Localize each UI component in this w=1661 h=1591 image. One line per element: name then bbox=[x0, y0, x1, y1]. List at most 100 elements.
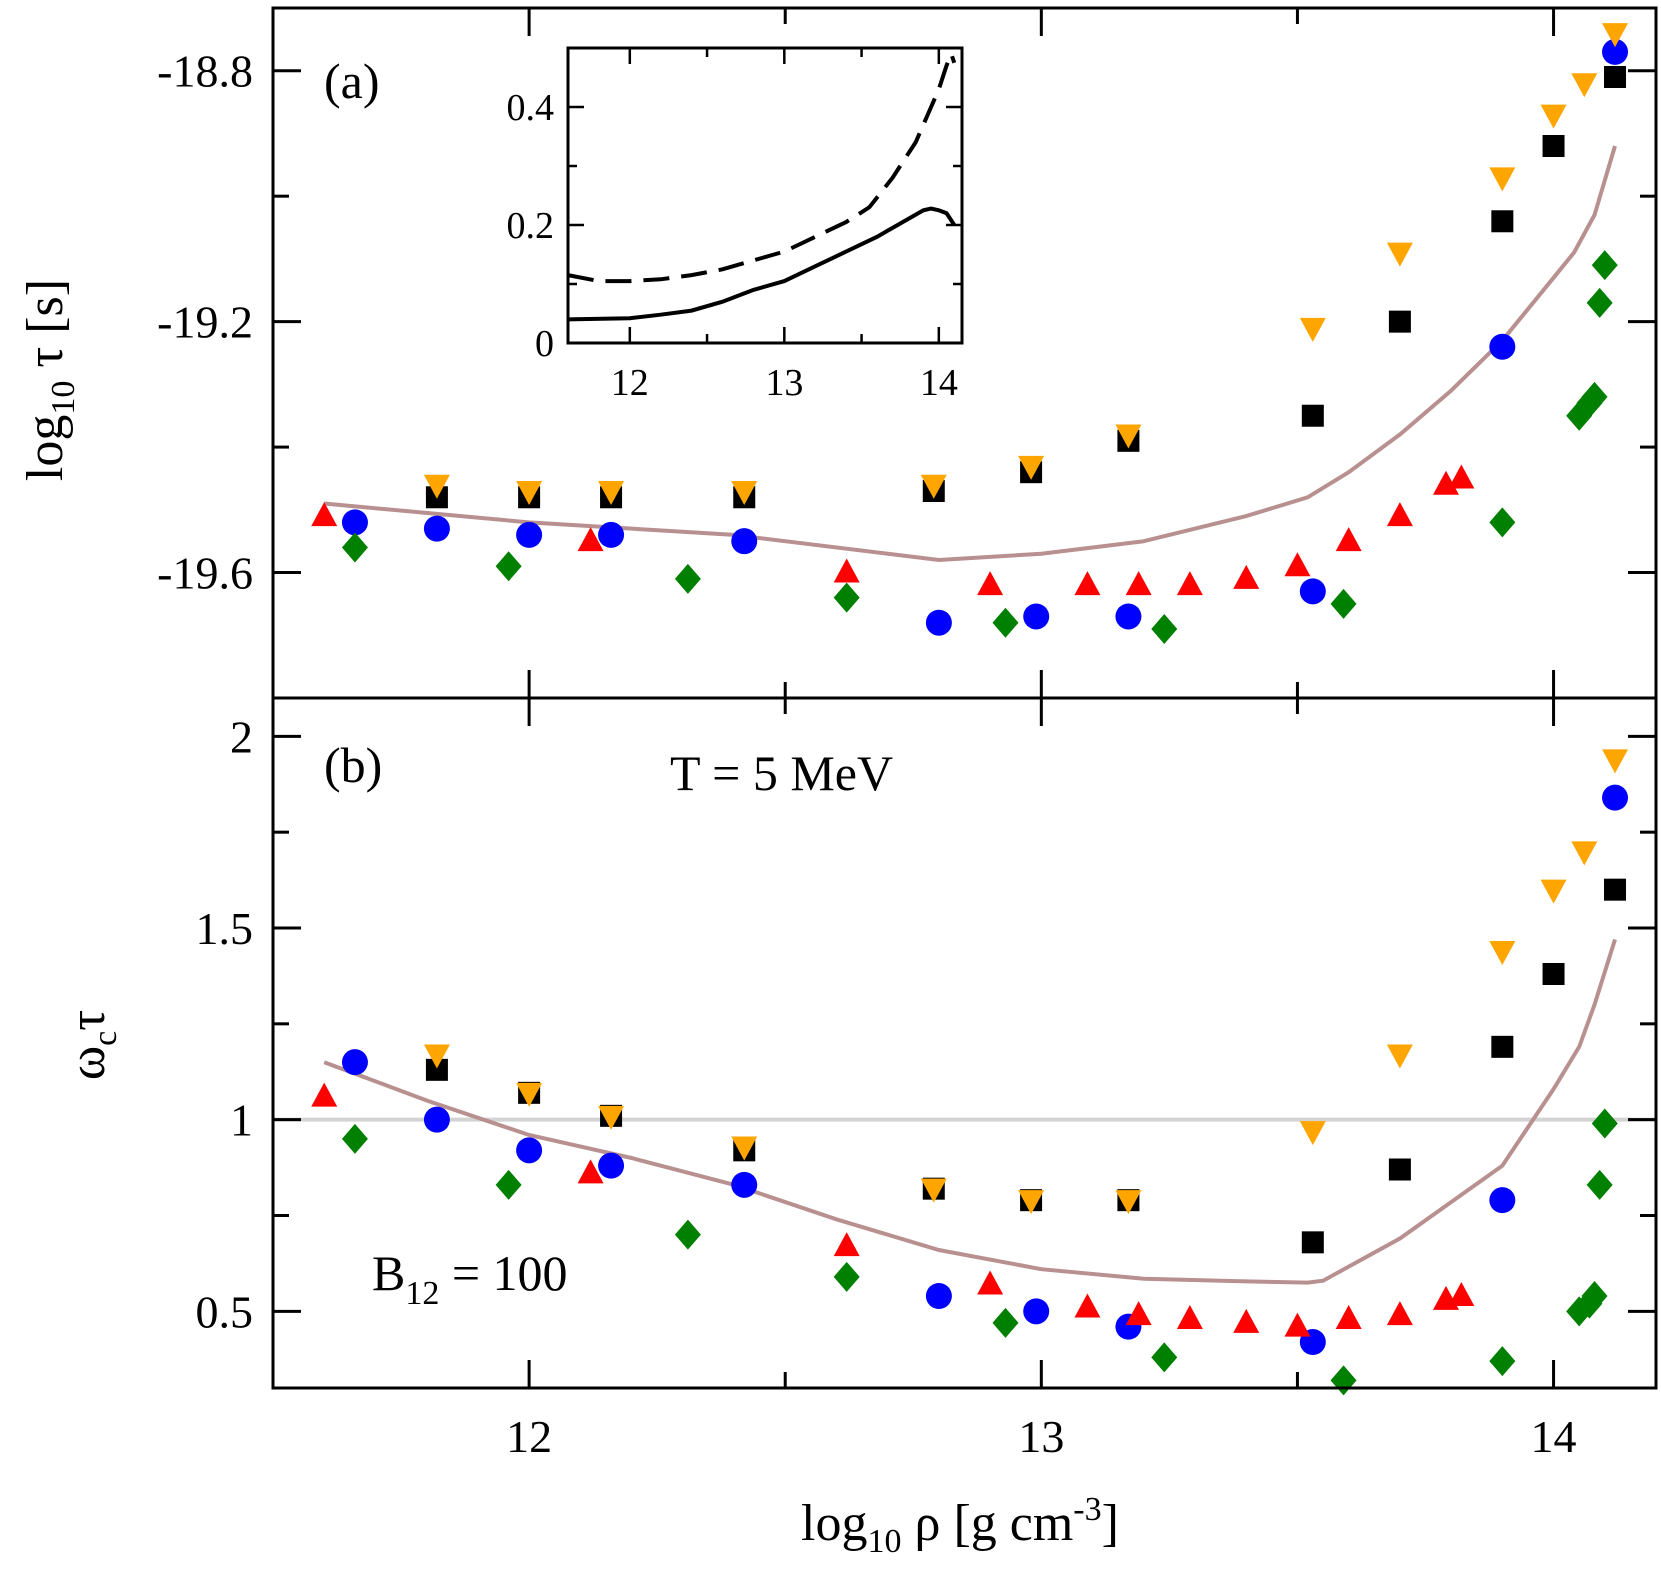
panel-b-triangle-down-point bbox=[920, 1178, 947, 1203]
panel-a-triangle-down-point bbox=[1018, 455, 1045, 480]
inset-x-tick-label: 12 bbox=[611, 362, 649, 404]
panel-b-y-tick-label: 1 bbox=[230, 1095, 253, 1146]
panel-a-diamond-point bbox=[992, 607, 1019, 638]
panel-a-diamond-point bbox=[495, 551, 522, 582]
panel-a-triangle-up-point bbox=[1386, 502, 1413, 527]
panel-b-triangle-down-point bbox=[1386, 1044, 1413, 1069]
panel-a-square-point bbox=[1491, 210, 1514, 233]
panel-a-y-tick-label: -19.6 bbox=[157, 548, 253, 599]
panel-b-tick-labels: 0.5 1 1.5 2 12 13 14 bbox=[196, 711, 1577, 1462]
panel-a-diamond-point bbox=[1489, 507, 1516, 538]
panel-a-triangle-down-point bbox=[516, 481, 543, 505]
panel-a-circle-point bbox=[1115, 603, 1142, 630]
panel-b-square-point bbox=[1491, 1035, 1514, 1058]
panel-b-circle-point bbox=[1023, 1298, 1050, 1325]
panel-a-diamond-point bbox=[1330, 588, 1357, 619]
panel-a-label: (a) bbox=[324, 53, 380, 109]
panel-a-diamond-point bbox=[1151, 614, 1178, 644]
panel-a-diamond-point bbox=[833, 582, 860, 613]
panel-b-diamond-point bbox=[1591, 1108, 1618, 1139]
panel-a-markers bbox=[311, 23, 1629, 644]
panel-b-triangle-down-point bbox=[598, 1105, 625, 1130]
panel-a-circle-point bbox=[1602, 38, 1629, 65]
panel-a-diamond-point bbox=[341, 532, 368, 563]
temperature-annotation: T = 5 MeV bbox=[670, 745, 893, 801]
panel-b-diamond-point bbox=[674, 1219, 701, 1250]
panel-a-square-point bbox=[1542, 135, 1565, 157]
panel-a-triangle-down-point bbox=[731, 481, 758, 505]
inset-solid-line bbox=[567, 206, 956, 322]
panel-b-triangle-up-point bbox=[1125, 1301, 1152, 1326]
panel-a-triangle-down-point bbox=[1602, 23, 1629, 48]
panel-b-y-tick-label: 2 bbox=[230, 711, 253, 762]
panel-b-circle-point bbox=[516, 1137, 543, 1164]
panel-b-x-tick-label: 14 bbox=[1531, 1411, 1577, 1462]
inset-background bbox=[568, 48, 962, 343]
panel-b-square-point bbox=[1604, 878, 1627, 901]
panel-b-markers bbox=[311, 749, 1629, 1396]
panel-a-diamond-point bbox=[1591, 250, 1618, 281]
inset-dashed-line bbox=[567, 48, 957, 284]
panel-a-triangle-up-point bbox=[833, 558, 860, 583]
panel-a-triangle-up-point bbox=[1448, 464, 1475, 489]
panel-b-diamond-point bbox=[341, 1123, 368, 1154]
panel-a-triangle-down-point bbox=[598, 481, 625, 505]
panel-b-label: (b) bbox=[324, 737, 382, 793]
panel-b-square-point bbox=[1388, 1158, 1411, 1181]
panel-a-triangle-up-point bbox=[577, 527, 604, 552]
panel-a-square-point bbox=[1604, 66, 1627, 88]
panel-b-circle-point bbox=[1602, 784, 1629, 811]
panel-a-triangle-up-point bbox=[1284, 552, 1311, 577]
panel-a-circle-point bbox=[516, 521, 543, 548]
panel-b-x-tick-label: 13 bbox=[1018, 1411, 1064, 1462]
panel-a-triangle-up-point bbox=[1335, 527, 1362, 552]
panel-b-diamond-point bbox=[495, 1169, 522, 1200]
panel-b-triangle-up-point bbox=[1176, 1305, 1203, 1329]
panel-a-triangle-down-point bbox=[1540, 104, 1567, 129]
panel-a-triangle-down-point bbox=[920, 474, 947, 499]
panel-a-triangle-down-point bbox=[1386, 242, 1413, 267]
inset-x-tick-label: 13 bbox=[765, 362, 803, 404]
inset-lines bbox=[567, 48, 957, 322]
panel-b-diamond-point bbox=[833, 1261, 860, 1292]
panel-b-circle-point bbox=[1489, 1187, 1516, 1214]
panel-b-triangle-down-point bbox=[516, 1082, 543, 1107]
panel-a-diamond-point bbox=[674, 563, 701, 594]
inset-frame bbox=[566, 46, 964, 345]
panel-a-circle-point bbox=[925, 609, 952, 636]
panel-a-y-axis-label: log10 τ [s] bbox=[17, 279, 82, 481]
panel-a-triangle-down-point bbox=[423, 474, 450, 499]
panel-b-square-point bbox=[1301, 1231, 1324, 1254]
panel-b-triangle-down-point bbox=[1602, 749, 1629, 774]
panel-a-circle-point bbox=[1023, 603, 1050, 630]
panel-a-square-point bbox=[1388, 310, 1411, 333]
x-axis-label: log10 ρ [g cm-3] bbox=[801, 1491, 1119, 1560]
panel-b-circle-point bbox=[341, 1049, 368, 1076]
panel-b-triangle-up-point bbox=[833, 1232, 860, 1257]
panel-a-triangle-up-point bbox=[1074, 571, 1101, 596]
panel-a-diamond-point bbox=[1586, 287, 1613, 318]
panel-b-triangle-down-point bbox=[1540, 879, 1567, 904]
panel-a-triangle-down-point bbox=[1571, 73, 1598, 98]
panel-a-circle-point bbox=[731, 528, 758, 555]
inset-x-tick-label: 14 bbox=[920, 362, 958, 404]
panel-a-triangle-down-point bbox=[1299, 317, 1326, 342]
panel-a-triangle-up-point bbox=[1176, 571, 1203, 596]
panel-a-diamond-point bbox=[1581, 381, 1608, 412]
panel-b-triangle-up-point bbox=[1233, 1308, 1260, 1333]
panel-b-diamond-point bbox=[1586, 1169, 1613, 1200]
panel-a-circle-point bbox=[598, 521, 625, 548]
panel-b-triangle-down-point bbox=[1489, 941, 1516, 965]
panel-b-square-point bbox=[1542, 963, 1565, 985]
panel-b: 0.5 1 1.5 2 12 13 14 (b) T = 5 MeV B12 = 100 ω… bbox=[59, 696, 1658, 1560]
panel-b-frame bbox=[271, 696, 1658, 1390]
panel-b-triangle-down-point bbox=[1018, 1190, 1045, 1215]
panel-b-diamond-point bbox=[1581, 1281, 1608, 1311]
panel-b-y-tick-label: 0.5 bbox=[196, 1286, 254, 1337]
panel-b-circle-point bbox=[925, 1283, 952, 1309]
panel-a-y-tick-label: -18.8 bbox=[157, 46, 253, 97]
inset-y-tick-label: 0.2 bbox=[507, 205, 555, 247]
panel-b-ticks bbox=[273, 698, 1656, 1388]
panel-b-triangle-down-point bbox=[731, 1136, 758, 1161]
